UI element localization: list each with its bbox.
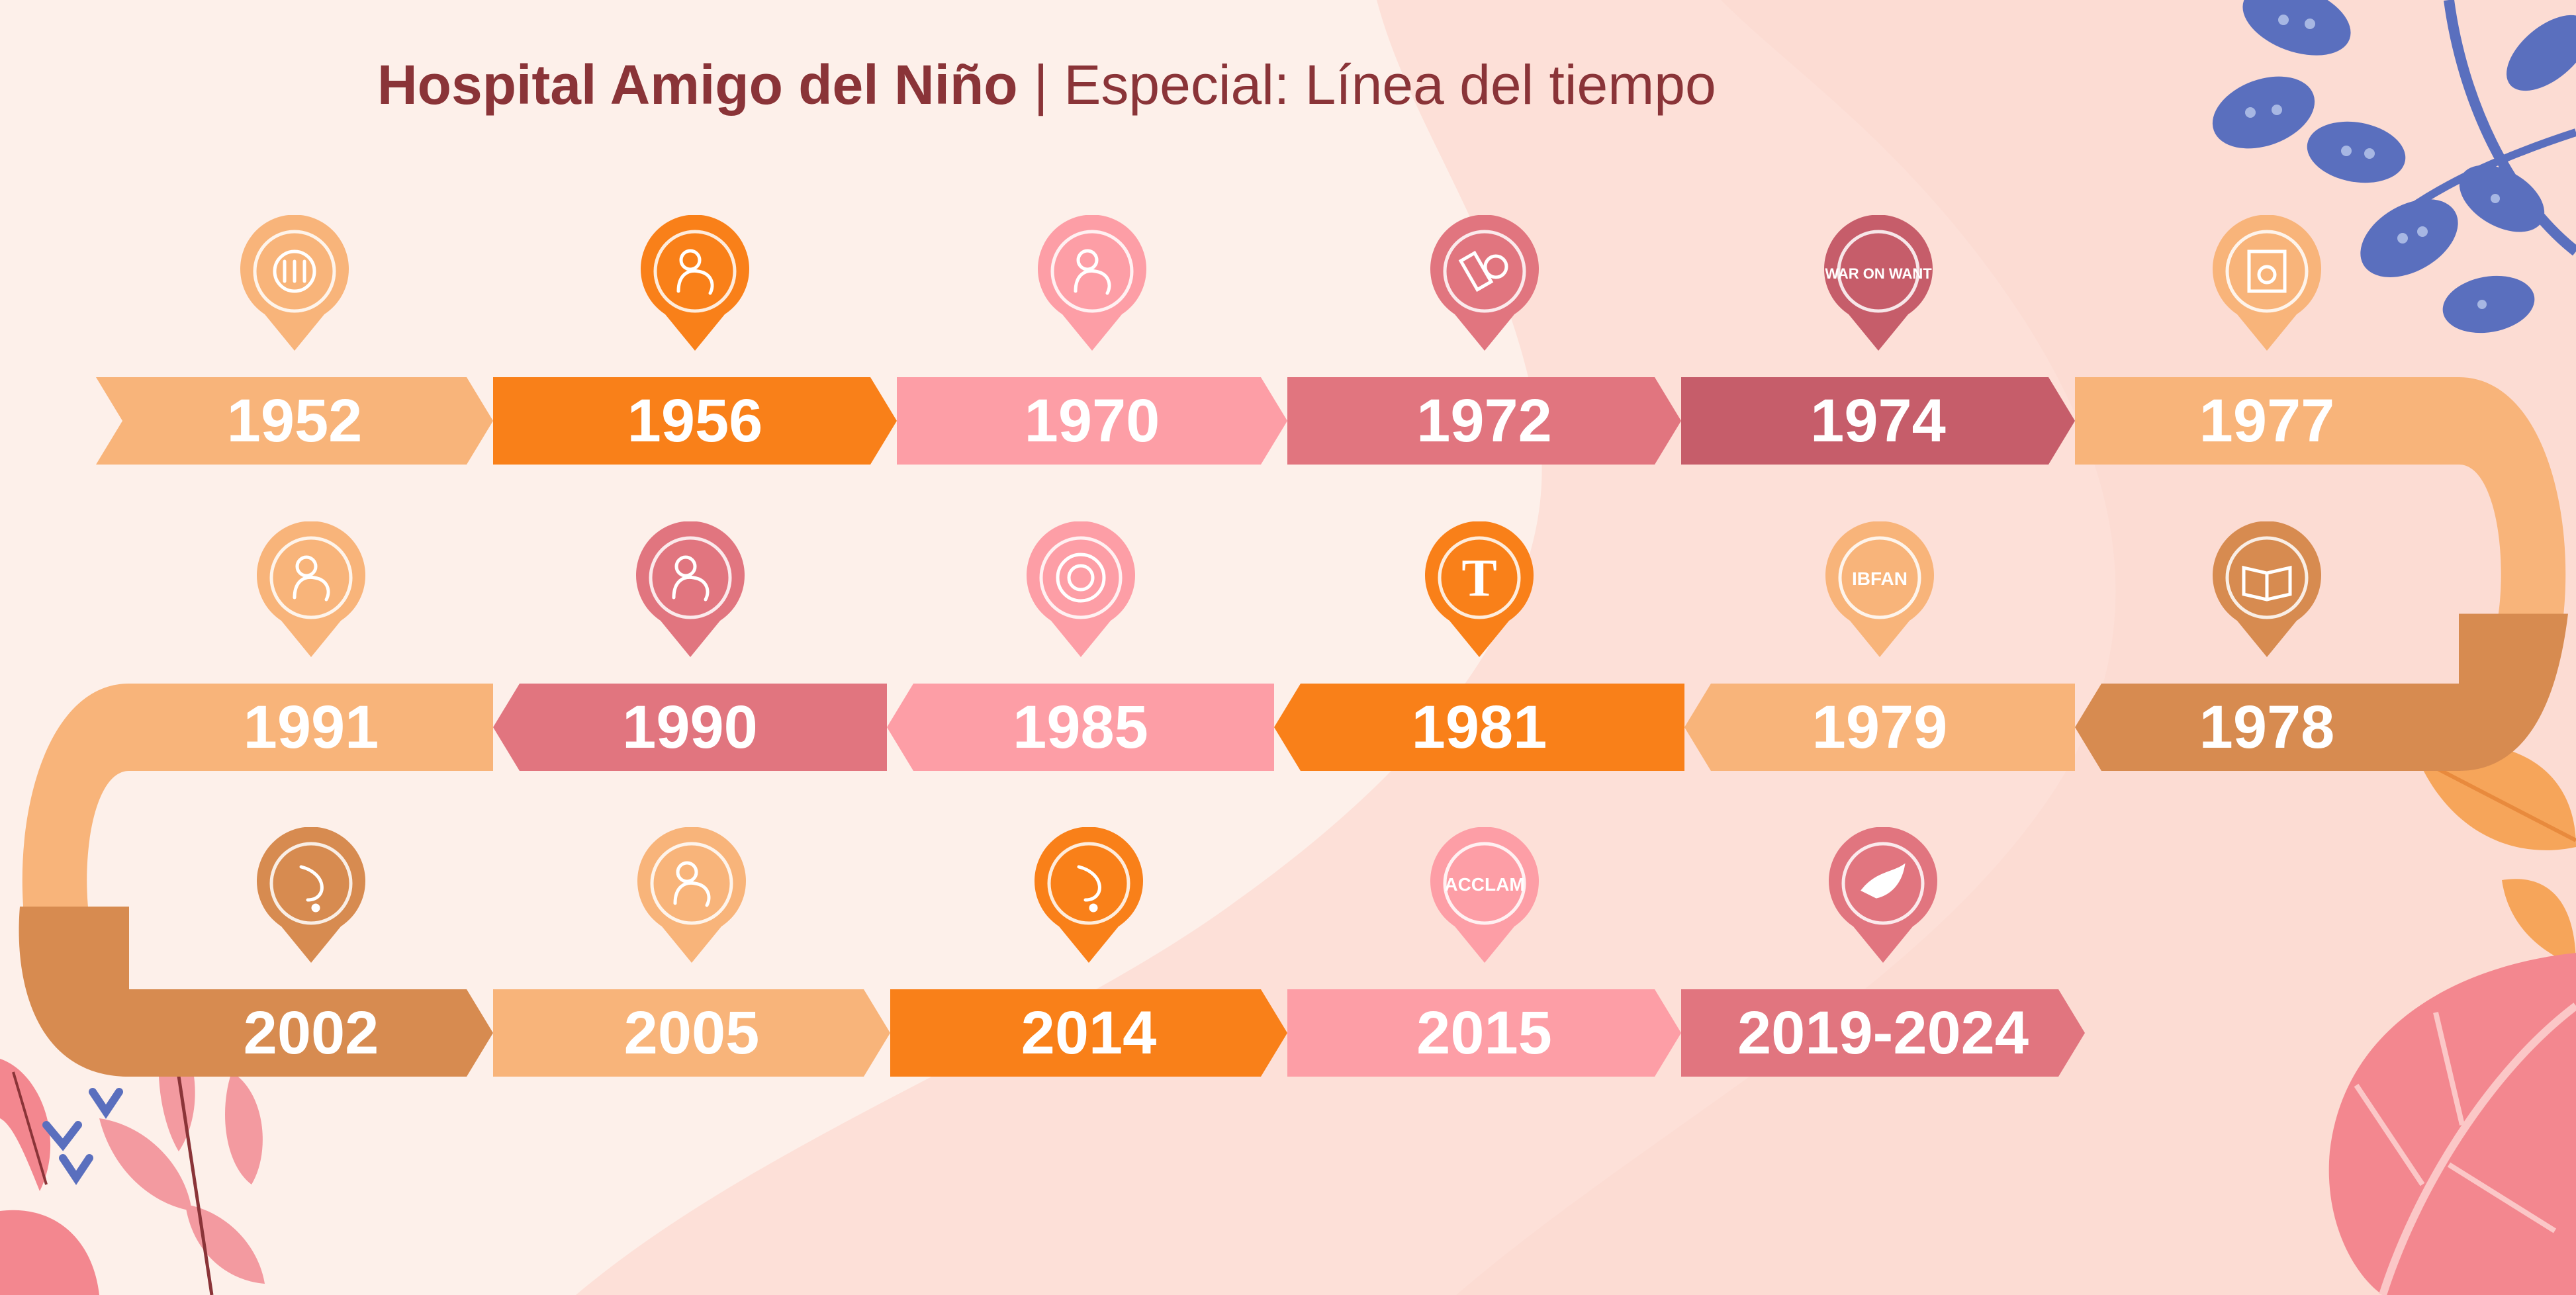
year-label: 1970 xyxy=(1024,387,1160,455)
timeline-segment xyxy=(1274,684,1684,771)
svg-text:WAR ON WANT: WAR ON WANT xyxy=(1825,265,1932,282)
year-label: 1991 xyxy=(243,693,379,761)
year-label: 1972 xyxy=(1416,387,1552,455)
blue-branch-icon xyxy=(2212,0,2576,334)
timeline-segment xyxy=(493,377,897,465)
background-blob-light xyxy=(1456,0,2576,1295)
timeline-segment xyxy=(1287,989,1681,1077)
timeline-segment xyxy=(1681,989,2085,1077)
open-book-icon xyxy=(2211,521,2323,660)
timeline-segment xyxy=(493,684,887,771)
mother-child-icon xyxy=(639,215,751,354)
year-label: 2015 xyxy=(1416,999,1552,1067)
ibfan-logo-icon: IBFAN xyxy=(1823,521,1936,660)
woman-breastfeeding-icon xyxy=(1036,215,1148,354)
timeline-segment xyxy=(493,989,890,1077)
year-label: 1979 xyxy=(1812,693,1948,761)
year-label: 1952 xyxy=(226,387,363,455)
svg-text:ACCLAM: ACCLAM xyxy=(1444,874,1524,895)
breast-drop-icon xyxy=(1033,827,1145,966)
year-label: 2002 xyxy=(243,999,379,1067)
war-on-want-icon: WAR ON WANT xyxy=(1822,215,1935,354)
framed-picture-icon xyxy=(2211,215,2323,354)
timeline-segment xyxy=(129,989,493,1077)
year-label: 1978 xyxy=(2199,693,2335,761)
year-label: 2019-2024 xyxy=(1737,999,2029,1067)
baby-bottle-money-icon xyxy=(1428,215,1541,354)
circle-logo-icon xyxy=(1025,521,1137,660)
page-title: Hospital Amigo del Niño | Especial: Línea … xyxy=(377,53,1716,117)
year-label: 1974 xyxy=(1810,387,1946,455)
dove-icon xyxy=(1827,827,1939,966)
mother-baby-icon xyxy=(634,521,747,660)
oit-logo-icon xyxy=(238,215,351,354)
timeline-segment xyxy=(96,377,493,465)
timeline-segment xyxy=(1681,377,2075,465)
year-label: 1956 xyxy=(627,387,763,455)
orange-leaves-icon xyxy=(2416,744,2576,966)
timeline-segment xyxy=(2075,377,2459,465)
year-label: 1977 xyxy=(2199,387,2335,455)
year-label: 1990 xyxy=(622,693,758,761)
pink-leaf-icon xyxy=(2328,953,2576,1295)
breast-drop-icon xyxy=(255,827,367,966)
year-label: 2005 xyxy=(623,999,760,1067)
mother-baby-hug-icon xyxy=(255,521,367,660)
title-separator: | xyxy=(1033,54,1048,116)
title-subtitle: Especial: Línea del tiempo xyxy=(1064,54,1716,116)
brand-name: Hospital Amigo del Niño xyxy=(377,54,1018,116)
year-label: 1985 xyxy=(1013,693,1148,761)
timeline-segment xyxy=(897,377,1287,465)
timeline-segment xyxy=(2075,684,2459,771)
blue-hearts-icon xyxy=(42,1088,123,1185)
timeline-segment xyxy=(890,989,1287,1077)
year-label: 2014 xyxy=(1021,999,1157,1067)
timeline-segment xyxy=(887,684,1274,771)
svg-text:IBFAN: IBFAN xyxy=(1852,568,1908,589)
timeline-segment xyxy=(129,684,493,771)
pink-foliage-icon xyxy=(0,1019,265,1295)
acclam-logo-icon: ACCLAM xyxy=(1428,827,1541,966)
mother-baby-icon xyxy=(635,827,748,966)
svg-text:T: T xyxy=(1461,549,1496,607)
year-label: 1981 xyxy=(1411,693,1547,761)
timeline-segment xyxy=(1287,377,1681,465)
timeline-segment xyxy=(1684,684,2075,771)
curve-right-lower xyxy=(2459,613,2568,771)
newspaper-logo-icon: T xyxy=(1423,521,1536,660)
curve-left-lower xyxy=(19,907,129,1077)
